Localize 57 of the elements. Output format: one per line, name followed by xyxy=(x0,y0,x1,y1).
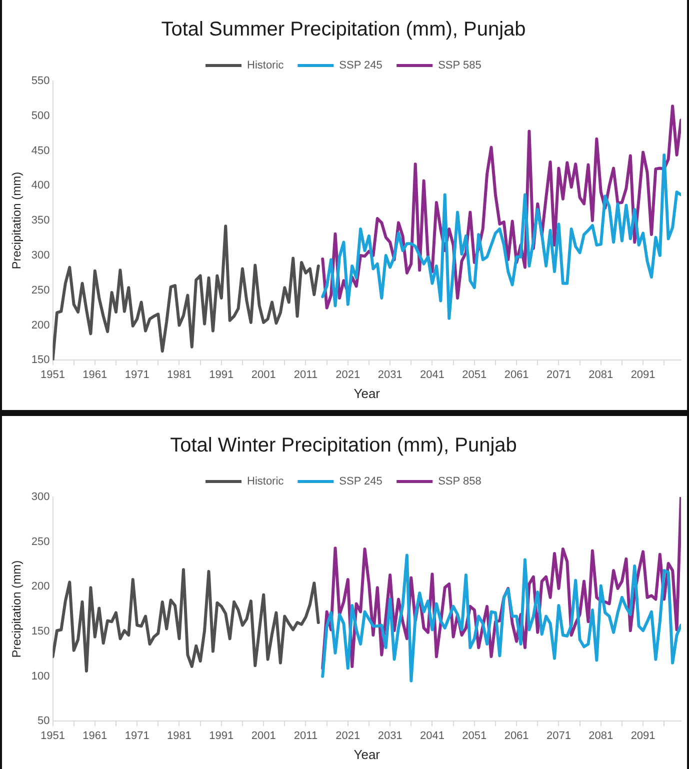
y-tick-label: 300 xyxy=(31,250,50,262)
y-tick-label: 550 xyxy=(31,75,50,88)
legend-label: Historic xyxy=(246,60,284,72)
x-axis-title: Year xyxy=(354,386,381,401)
y-tick-label: 150 xyxy=(31,354,50,366)
x-tick-label: 2031 xyxy=(378,368,402,381)
x-tick-label: 2081 xyxy=(588,368,614,381)
x-tick-label: 2071 xyxy=(546,368,571,381)
x-tick-label: 2091 xyxy=(630,730,656,742)
y-tick-label: 150 xyxy=(31,626,50,638)
x-tick-label: 2001 xyxy=(251,730,276,742)
x-tick-label: 2021 xyxy=(336,368,360,381)
x-tick-label: 2011 xyxy=(294,368,318,381)
x-tick-label: 2051 xyxy=(462,368,487,381)
x-tick-label: 2001 xyxy=(251,368,276,381)
x-tick-label: 2011 xyxy=(294,730,318,742)
x-tick-label: 1991 xyxy=(209,368,234,381)
x-tick-label: 2061 xyxy=(504,368,529,381)
x-tick-label: 1981 xyxy=(167,368,192,381)
x-tick-label: 2081 xyxy=(588,730,614,742)
chart-title: Total Winter Precipitation (mm), Punjab xyxy=(170,434,517,457)
x-tick-label: 1981 xyxy=(167,730,192,742)
x-tick-label: 2041 xyxy=(420,368,444,381)
y-tick-label: 250 xyxy=(31,536,50,548)
legend-label: SSP 245 xyxy=(339,476,382,488)
x-tick-label: 1971 xyxy=(124,730,150,742)
y-tick-label: 200 xyxy=(31,319,50,332)
y-tick-label: 100 xyxy=(31,670,50,682)
x-tick-label: 1971 xyxy=(124,368,150,381)
y-tick-label: 50 xyxy=(38,715,50,728)
x-tick-label: 1961 xyxy=(82,730,108,742)
x-tick-label: 2031 xyxy=(378,730,402,742)
y-tick-label: 300 xyxy=(31,491,50,504)
y-tick-label: 450 xyxy=(31,144,50,157)
x-tick-label: 1991 xyxy=(209,730,234,742)
y-tick-label: 400 xyxy=(31,180,50,192)
legend-label: Historic xyxy=(246,476,284,488)
legend-label: SSP 858 xyxy=(438,476,482,488)
x-tick-label: 2091 xyxy=(630,368,656,381)
y-axis-title: Precipitation (mm) xyxy=(10,560,24,658)
chart-title: Total Summer Precipitation (mm), Punjab xyxy=(161,18,526,41)
x-tick-label: 1961 xyxy=(82,368,108,381)
x-axis-title: Year xyxy=(354,746,381,762)
legend-label: SSP 245 xyxy=(339,60,382,72)
y-tick-label: 200 xyxy=(31,580,50,593)
y-tick-label: 350 xyxy=(31,214,50,227)
x-tick-label: 1951 xyxy=(40,730,65,742)
legend-label: SSP 585 xyxy=(438,60,482,72)
x-tick-label: 1951 xyxy=(40,368,65,381)
x-tick-label: 2021 xyxy=(336,730,360,742)
y-axis-title: Precipitation (mm) xyxy=(10,172,24,270)
y-tick-label: 250 xyxy=(31,284,50,296)
x-tick-label: 2061 xyxy=(504,730,529,742)
x-tick-label: 2051 xyxy=(462,730,487,742)
x-tick-label: 2071 xyxy=(546,730,571,742)
x-tick-label: 2041 xyxy=(420,730,444,742)
y-tick-label: 500 xyxy=(31,110,50,122)
